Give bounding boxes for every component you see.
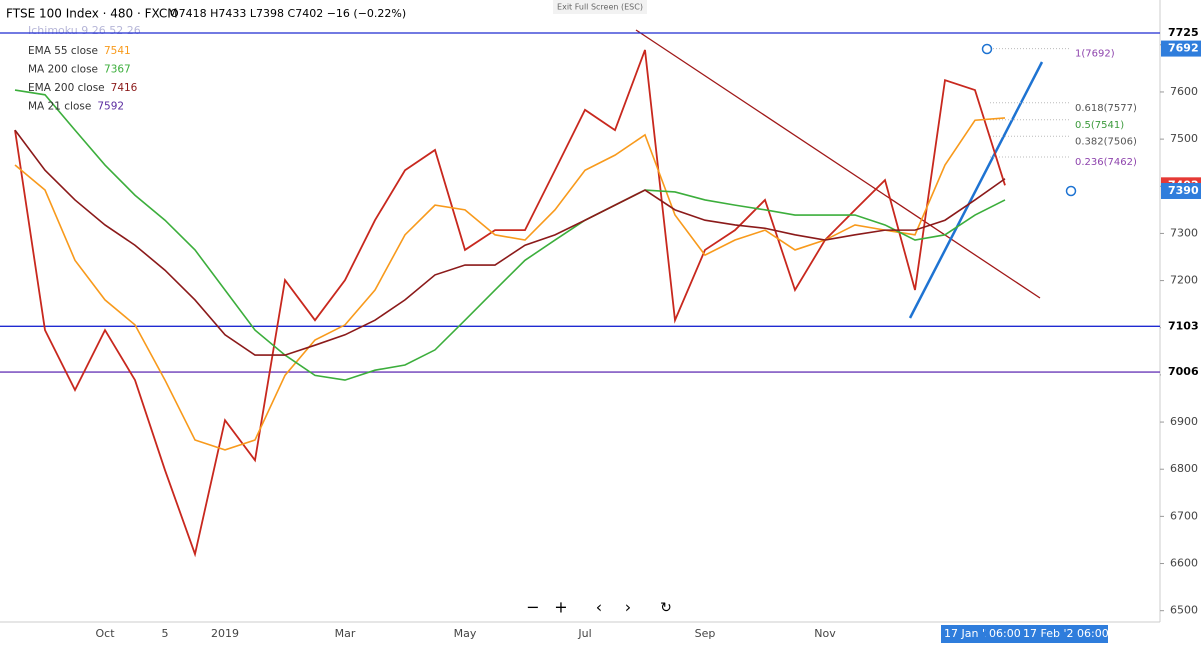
fib-label: 0.382(7506) [1075,136,1137,147]
y-tick-label: 7300 [1170,226,1198,239]
price-tag-label: 7390 [1168,184,1199,197]
legend-value: 7592 [97,101,124,113]
y-tick-label: 6700 [1170,509,1198,522]
time-label: 17 Jan '20 [944,627,999,640]
legend-name: EMA 55 close [28,45,98,57]
x-tick-label: Oct [95,627,115,640]
time-tag [1074,625,1108,643]
y-tick-label: 6900 [1170,415,1198,428]
x-tick-label: Nov [814,627,836,640]
exit-label: Exit Full Screen (ESC) [557,3,643,12]
trend-line [635,29,1041,299]
series-line [14,49,1006,558]
time-tag [941,625,999,643]
fib-label: 1(7692) [1075,49,1115,60]
y-tick-label: 6800 [1170,462,1198,475]
y-tick-label: 7500 [1170,132,1198,145]
legend-name: EMA 200 close [28,82,105,94]
y-tick-label: 7200 [1170,274,1198,287]
price-tag [1161,364,1201,381]
price-tag [1161,25,1201,42]
symbol: FTSE 100 Index · 480 · FXCM [6,7,178,21]
anchor[interactable] [1065,185,1077,197]
price-tag [1161,182,1201,199]
price-tag-label: 7006 [1168,365,1199,378]
time-tag [1020,625,1078,643]
anchor[interactable] [981,43,993,55]
x-tick-label: Mar [335,627,356,640]
price-tag-label: 7103 [1168,319,1199,332]
exit-button[interactable] [553,0,647,14]
price-tag-label: 7725 [1168,26,1199,39]
x-tick-label: Jul [577,627,591,640]
trend-line [908,61,1044,319]
series-line [14,89,1006,381]
reset[interactable]: ↻ [660,600,672,616]
x-tick-label: Sep [695,627,716,640]
zoom-out[interactable]: − [526,598,539,617]
y-tick-label: 6600 [1170,557,1198,570]
fib-label: 0.618(7577) [1075,103,1137,114]
time-label: 17 Feb '20 [1023,627,1081,640]
price-tag [1161,318,1201,335]
ichimoku-label: Ichimoku 9 26 52 26 [28,24,141,37]
legend-value: 7416 [111,82,138,94]
scroll-right[interactable]: › [625,598,631,617]
legend-value: 7541 [104,45,131,57]
price-tag [1161,40,1201,57]
zoom-in[interactable]: + [554,598,567,617]
series-line [14,117,1006,451]
legend-value: 7367 [104,64,131,76]
time-label: 06:00 [989,627,1021,640]
x-tick-label: May [454,627,477,640]
x-tick-label: 5 [162,627,169,640]
scroll-left[interactable]: ‹ [596,598,602,617]
time-label: 06:00 [1077,627,1109,640]
price-tag-label: 7692 [1168,42,1199,55]
fib-label: 0.5(7541) [1075,120,1124,131]
x-tick-label: 2019 [211,627,239,640]
nav-controls: − + ‹ › ↻ [526,598,672,617]
ohlc: O7418 H7433 L7398 C7402 −16 (−0.22%) [170,7,406,20]
y-tick-label: 6500 [1170,604,1198,617]
y-tick-label: 7600 [1170,85,1198,98]
time-tag [986,625,1020,643]
fib-label: 0.236(7462) [1075,157,1137,168]
legend-name: MA 200 close [28,64,98,76]
series-line [14,129,1006,356]
legend-name: MA 21 close [28,101,91,113]
